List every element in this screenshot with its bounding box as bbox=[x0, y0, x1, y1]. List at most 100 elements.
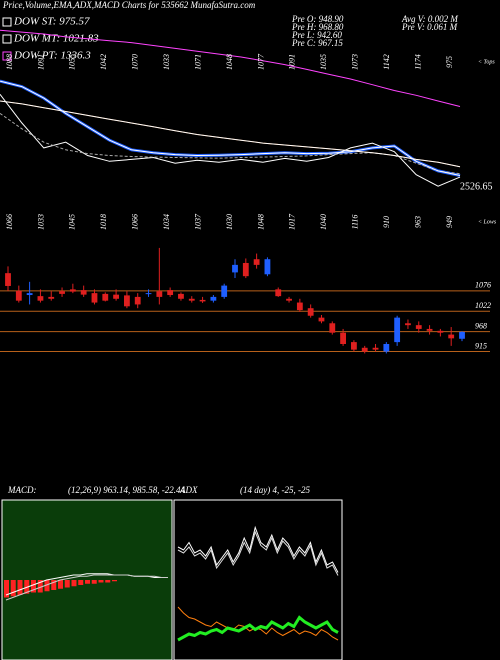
level-label: 1017 bbox=[288, 213, 297, 230]
series-line bbox=[177, 525, 339, 573]
level-label: 1066 bbox=[5, 214, 14, 230]
histogram-bar bbox=[98, 580, 104, 583]
histogram-bar bbox=[51, 580, 57, 590]
level-label: 1018 bbox=[99, 214, 108, 230]
histogram-bar bbox=[37, 580, 43, 593]
candle-body bbox=[221, 285, 228, 297]
level-label: 1066 bbox=[131, 214, 140, 230]
series-line bbox=[177, 615, 339, 642]
legend-swatch bbox=[2, 51, 12, 61]
candle-body bbox=[69, 289, 76, 292]
level-label: 1045 bbox=[68, 214, 77, 230]
candle-body bbox=[405, 323, 411, 326]
candle-body bbox=[102, 293, 109, 301]
series-line bbox=[0, 80, 461, 176]
page-title: Price,Volume,EMA,ADX,MACD Charts for 535… bbox=[2, 0, 256, 10]
level-label: 910 bbox=[382, 216, 391, 228]
legend-label: DOW PT: 1336.3 bbox=[13, 50, 91, 62]
candle-body bbox=[264, 259, 271, 275]
level-label: 1055 bbox=[68, 54, 77, 70]
candle-body bbox=[113, 294, 119, 299]
level-label: 949 bbox=[445, 216, 454, 228]
candle-body bbox=[167, 290, 174, 296]
histogram-bar bbox=[85, 580, 90, 584]
histogram-bar bbox=[105, 580, 111, 583]
histogram-bar bbox=[58, 580, 63, 589]
level-label: 1070 bbox=[131, 54, 140, 70]
series-line bbox=[0, 100, 461, 168]
candle-body bbox=[124, 295, 130, 307]
candle-body bbox=[437, 330, 444, 333]
panel-label: MACD: bbox=[7, 485, 37, 495]
series-line bbox=[5, 574, 168, 601]
level-label: 963 bbox=[413, 216, 422, 228]
histogram-bar bbox=[31, 580, 36, 593]
level-label: 1033 bbox=[162, 54, 171, 70]
legend-swatch bbox=[2, 34, 12, 44]
y-tick-label: 915 bbox=[475, 341, 487, 350]
panel-label: ADX bbox=[179, 485, 198, 495]
candle-body bbox=[59, 291, 65, 294]
histogram-bar bbox=[10, 580, 16, 597]
candle-body bbox=[15, 290, 22, 301]
candle-body bbox=[242, 262, 249, 277]
level-label: 1088 bbox=[5, 54, 14, 70]
candle-body bbox=[286, 298, 292, 301]
level-label: 1091 bbox=[36, 54, 45, 70]
series-line bbox=[0, 112, 461, 175]
candle-body bbox=[275, 289, 282, 297]
legend-label: DOW ST: 975.57 bbox=[13, 16, 90, 28]
info-text: Avg V: 0.002 M bbox=[401, 14, 458, 24]
candle-body bbox=[48, 296, 55, 299]
panel-subtitle: (12,26,9) 963.14, 985.58, -22.44 bbox=[68, 485, 185, 495]
candle-body bbox=[37, 296, 44, 301]
candle-body bbox=[296, 302, 303, 311]
candle-body bbox=[178, 293, 184, 299]
level-label: 1071 bbox=[193, 54, 202, 70]
level-label: 1073 bbox=[351, 54, 360, 70]
level-label: 1030 bbox=[225, 214, 234, 230]
candle-body bbox=[340, 332, 346, 344]
level-label: 1142 bbox=[382, 54, 391, 69]
candle-body bbox=[415, 325, 422, 329]
histogram-bar bbox=[91, 580, 97, 584]
level-label: 1042 bbox=[99, 54, 108, 70]
legend-swatch bbox=[2, 17, 12, 27]
level-label: 1091 bbox=[288, 54, 297, 70]
level-label: 1037 bbox=[193, 213, 202, 230]
candle-body bbox=[361, 347, 368, 352]
marker-label: < Tops bbox=[478, 59, 495, 65]
histogram-bar bbox=[112, 580, 117, 582]
candle-body bbox=[188, 298, 195, 301]
level-label: 1035 bbox=[319, 54, 328, 70]
candle-body bbox=[5, 273, 11, 286]
info-text: Pre O: 948.90 bbox=[291, 14, 344, 24]
candle-body bbox=[145, 293, 152, 295]
candle-body bbox=[351, 342, 357, 350]
y-tick-label: 1022 bbox=[475, 301, 491, 310]
info-text: Pre L: 942.60 bbox=[291, 30, 342, 40]
candle-body bbox=[459, 331, 465, 339]
panel-subtitle: (14 day) 4, -25, -25 bbox=[240, 485, 310, 495]
candle-body bbox=[329, 323, 336, 333]
series-line bbox=[177, 530, 339, 576]
candle-body bbox=[394, 317, 401, 343]
histogram-bar bbox=[78, 580, 84, 585]
info-text: Pre H: 968.80 bbox=[291, 22, 344, 32]
candle-body bbox=[199, 299, 206, 302]
y-tick-label: 1076 bbox=[475, 281, 491, 290]
candle-body bbox=[383, 344, 390, 352]
level-label: 1048 bbox=[256, 214, 265, 230]
candle-body bbox=[210, 296, 217, 301]
panel bbox=[173, 499, 343, 660]
level-label: 1174 bbox=[413, 54, 422, 69]
level-label: 1077 bbox=[256, 53, 265, 70]
level-label: 1040 bbox=[319, 214, 328, 230]
level-label: 975 bbox=[445, 56, 454, 68]
level-label: 1116 bbox=[351, 215, 360, 230]
histogram-bar bbox=[71, 580, 77, 587]
histogram-bar bbox=[17, 580, 23, 595]
series-line bbox=[0, 29, 461, 107]
